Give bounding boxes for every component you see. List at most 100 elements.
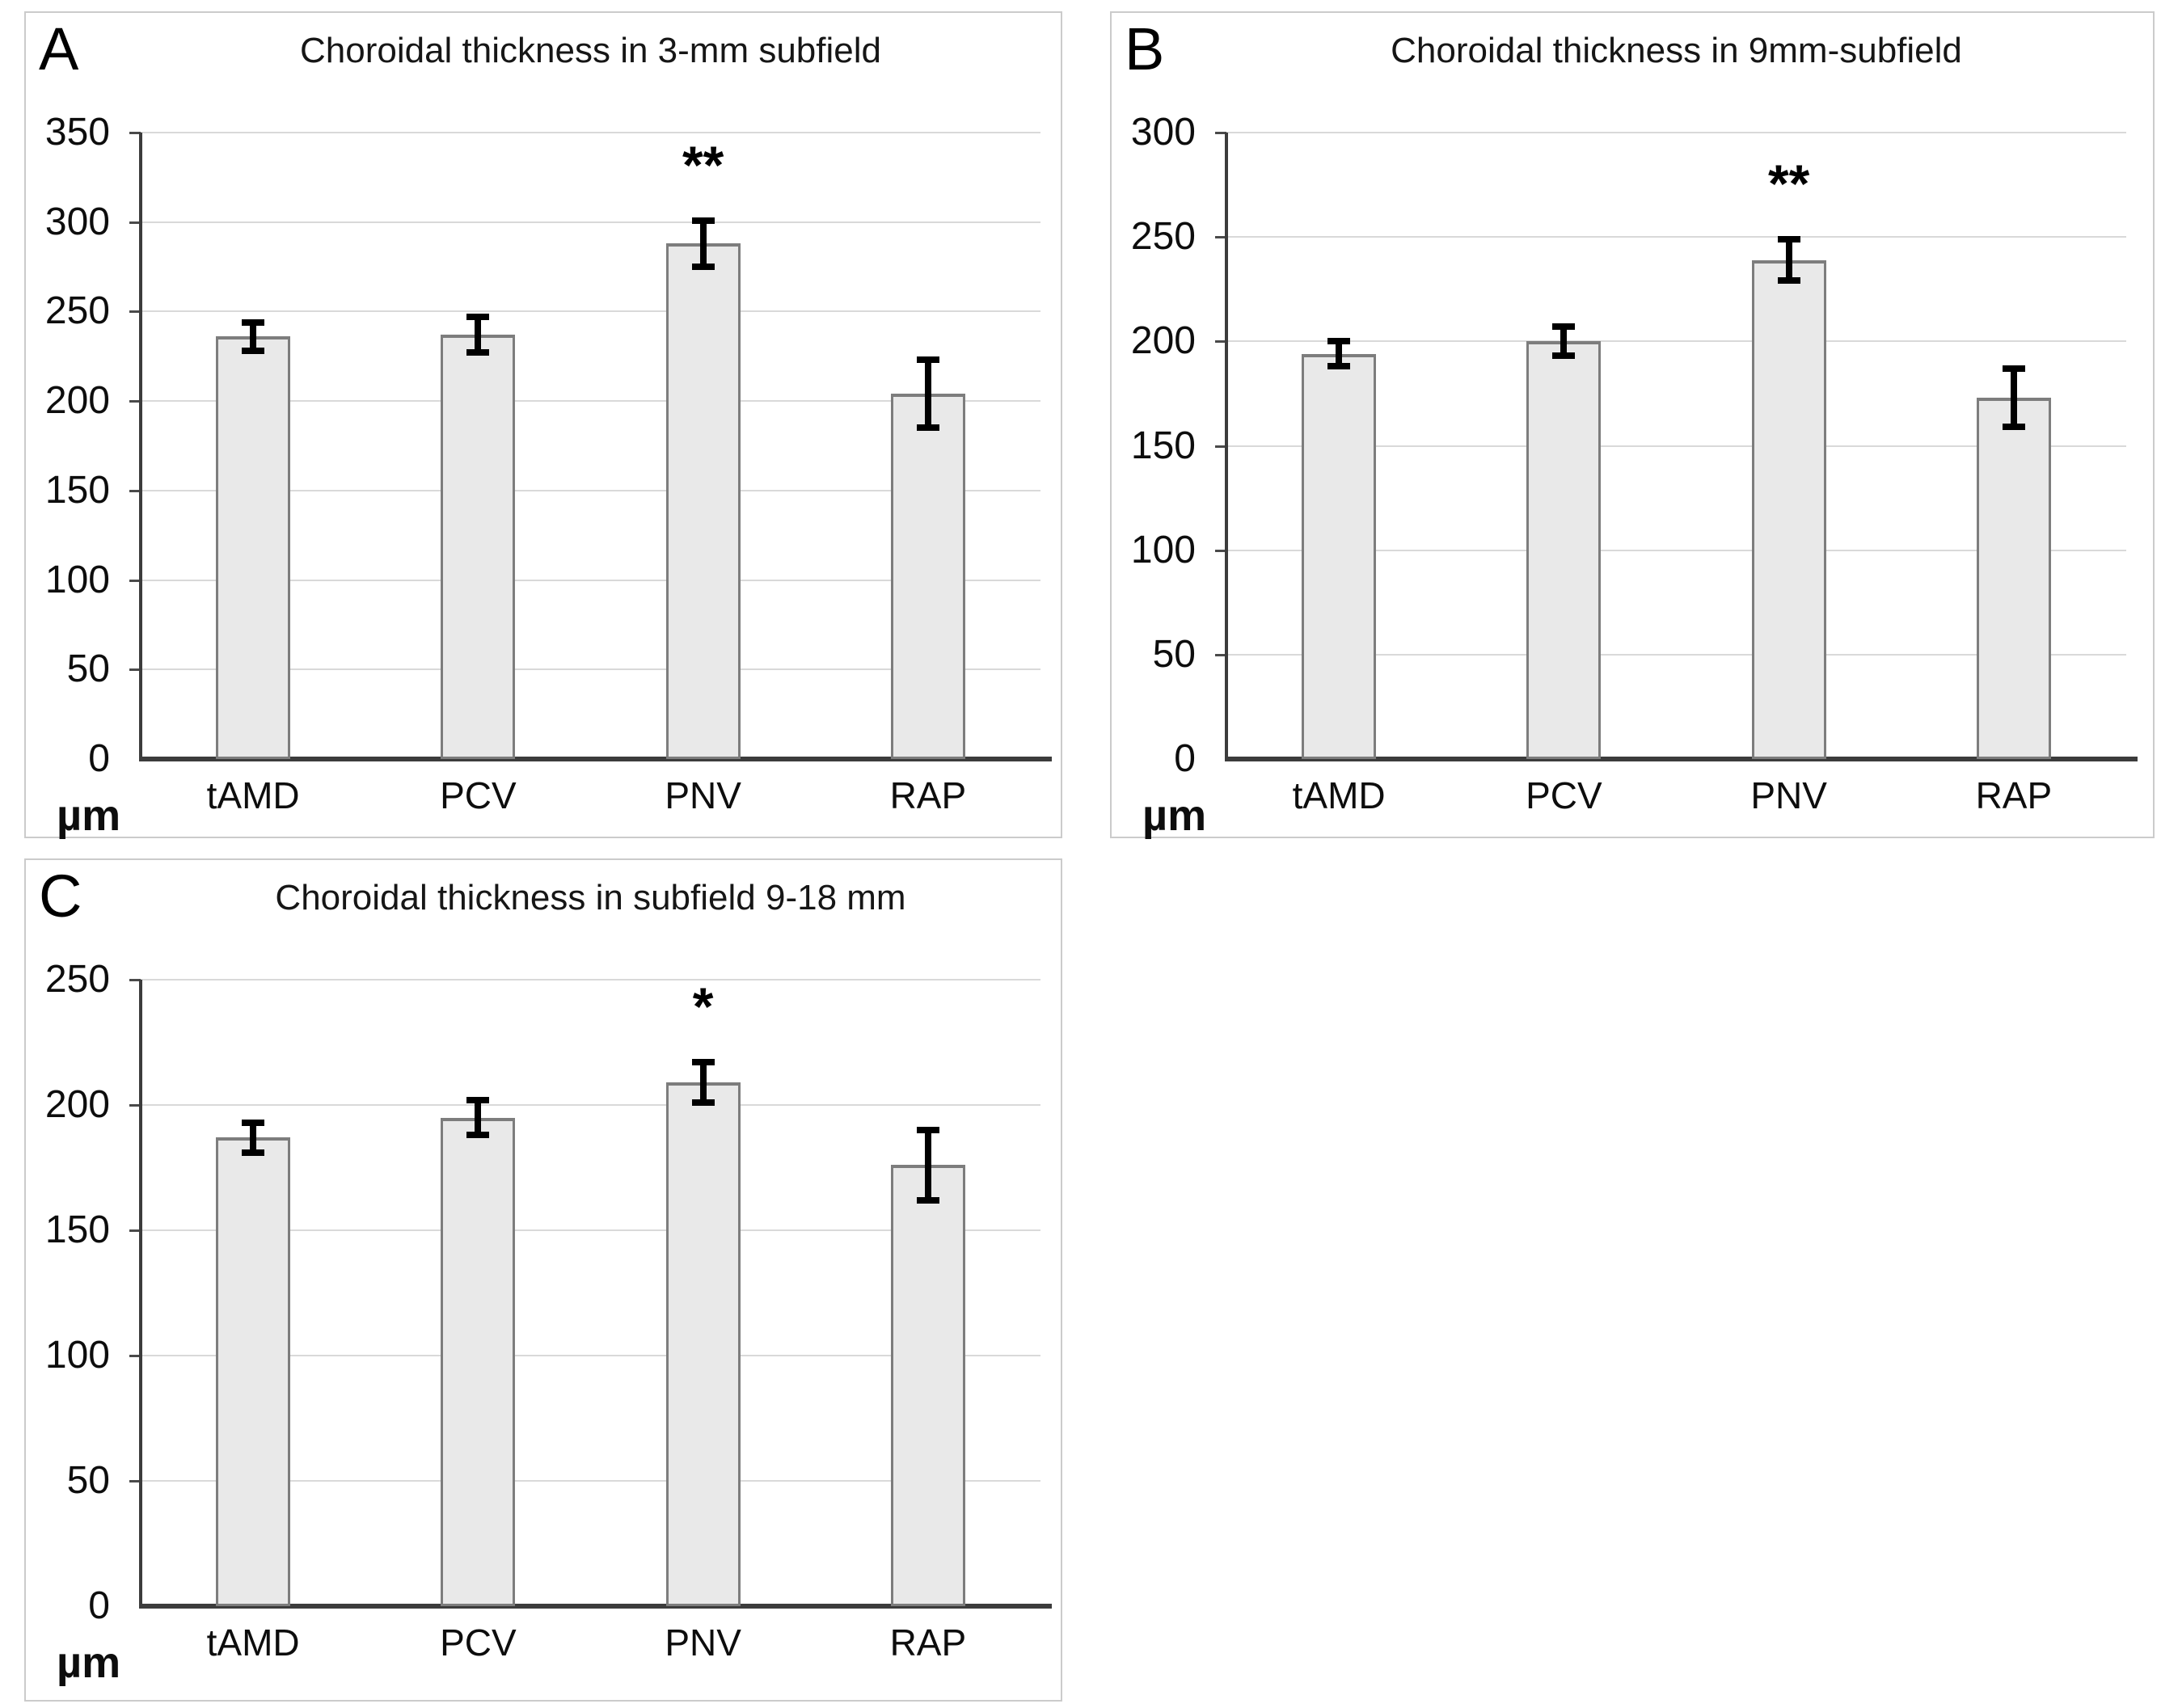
error-bar-line (250, 1122, 257, 1153)
y-axis-tick-mark (129, 221, 141, 224)
gridline (141, 132, 1040, 133)
y-axis-tick-label: 250 (44, 958, 110, 1001)
y-axis-tick-label: 0 (88, 737, 110, 780)
gridline (141, 400, 1040, 403)
y-axis-tick-label: 350 (44, 111, 110, 154)
error-bar-cap-top (1552, 323, 1576, 331)
chart-title-B: Choroidal thickness in 9mm-subfield (1391, 31, 1962, 70)
y-axis-unit-label-C: µm (57, 1638, 121, 1687)
error-bar-cap-bottom (916, 1196, 939, 1204)
x-axis-line (139, 1604, 1052, 1609)
y-axis-unit-label-B: µm (1142, 791, 1207, 840)
y-axis-tick-mark (1215, 236, 1226, 239)
y-axis-tick-mark (129, 1104, 141, 1107)
gridline (1226, 340, 2126, 343)
x-axis-category-label: RAP (889, 774, 967, 816)
panel-C: C Choroidal thickness in subfield 9-18 m… (24, 858, 1062, 1702)
y-axis-tick-mark (129, 1355, 141, 1357)
bar-tAMD (216, 336, 291, 759)
gridline (141, 310, 1040, 313)
y-axis-tick-label: 0 (88, 1584, 110, 1627)
y-axis-tick-label: 50 (66, 1459, 110, 1502)
x-axis-category-label: PCV (440, 1622, 517, 1664)
x-axis-category-label: tAMD (1292, 774, 1386, 816)
error-bar-line (250, 322, 257, 352)
gridline (141, 1480, 1040, 1482)
y-axis-tick-label: 150 (44, 1208, 110, 1251)
gridline (141, 221, 1040, 223)
bar-RAP (890, 1165, 965, 1606)
panel-B: B Choroidal thickness in 9mm-subfield 0 5… (1110, 11, 2155, 838)
significance-marker: ** (682, 134, 724, 195)
x-axis-category-label: PNV (665, 1622, 741, 1664)
gridline (1226, 653, 2126, 656)
gridline (141, 489, 1040, 491)
error-bar-cap-top (242, 318, 265, 326)
bar-RAP (890, 394, 965, 759)
y-axis-tick-label: 100 (44, 1334, 110, 1377)
error-bar-cap-top (691, 217, 715, 224)
x-axis-category-label: tAMD (206, 774, 300, 816)
gridline (1226, 132, 2126, 133)
gridline (141, 1104, 1040, 1106)
significance-marker: ** (1767, 153, 1810, 213)
error-bar-cap-top (1327, 338, 1351, 345)
error-bar-cap-bottom (242, 348, 265, 355)
x-axis-line (139, 757, 1052, 761)
error-bar-cap-bottom (1777, 277, 1800, 285)
error-bar-line (1336, 341, 1343, 367)
y-axis-tick-label: 150 (1130, 424, 1196, 467)
y-axis-tick-mark (129, 668, 141, 672)
error-bar-cap-bottom (916, 424, 939, 432)
y-axis-tick-label: 100 (44, 558, 110, 601)
error-bar-line (2010, 368, 2017, 428)
y-axis-tick-label: 200 (44, 379, 110, 423)
error-bar-line (475, 1099, 482, 1136)
x-axis-line (1225, 757, 2138, 761)
y-axis-unit-label-A: µm (57, 791, 121, 840)
gridline (141, 1229, 1040, 1231)
gridline (1226, 445, 2126, 447)
y-axis-tick-mark (129, 1480, 141, 1482)
x-axis-category-label: RAP (1975, 774, 2053, 816)
y-axis-tick-label: 200 (44, 1083, 110, 1126)
y-axis-tick-mark (129, 579, 141, 582)
gridline (141, 1355, 1040, 1356)
x-axis-category-label: tAMD (206, 1622, 300, 1664)
error-bar-line (699, 220, 707, 268)
x-axis-category-label: PCV (440, 774, 517, 816)
error-bar-cap-bottom (466, 1132, 490, 1139)
y-axis-line (1225, 133, 1228, 759)
y-axis-tick-mark (129, 979, 141, 981)
y-axis-tick-label: 300 (44, 200, 110, 243)
panel-letter-A: A (39, 15, 79, 82)
y-axis-tick-label: 150 (44, 468, 110, 512)
y-axis-line (139, 133, 142, 759)
gridline (141, 668, 1040, 671)
x-axis-category-label: PNV (665, 774, 741, 816)
x-axis-category-label: PNV (1750, 774, 1827, 816)
error-bar-cap-top (1777, 235, 1800, 242)
y-axis-tick-mark (129, 1229, 141, 1232)
gridline (1226, 236, 2126, 238)
bar-PCV (441, 335, 516, 759)
chart-title-C: Choroidal thickness in subfield 9-18 mm (275, 878, 906, 917)
gridline (1226, 549, 2126, 551)
y-axis-tick-mark (129, 489, 141, 492)
bar-chart-plot-B: 0 50 100 150 200 250 300 tAMD PCV ** PNV RAP (1131, 112, 2138, 814)
error-bar-cap-top (916, 356, 939, 364)
gridline (141, 579, 1040, 581)
error-bar-line (924, 360, 931, 428)
y-axis-tick-mark (129, 310, 141, 314)
error-bar-cap-bottom (2002, 424, 2025, 431)
bar-RAP (1976, 398, 2051, 759)
y-axis-tick-mark (129, 400, 141, 403)
y-axis-tick-label: 0 (1174, 737, 1196, 780)
bar-PNV (665, 1082, 741, 1606)
error-bar-cap-top (466, 314, 490, 321)
error-bar-cap-bottom (1552, 352, 1576, 360)
error-bar-cap-bottom (1327, 363, 1351, 370)
error-bar-cap-bottom (466, 349, 490, 356)
error-bar-cap-top (916, 1127, 939, 1133)
